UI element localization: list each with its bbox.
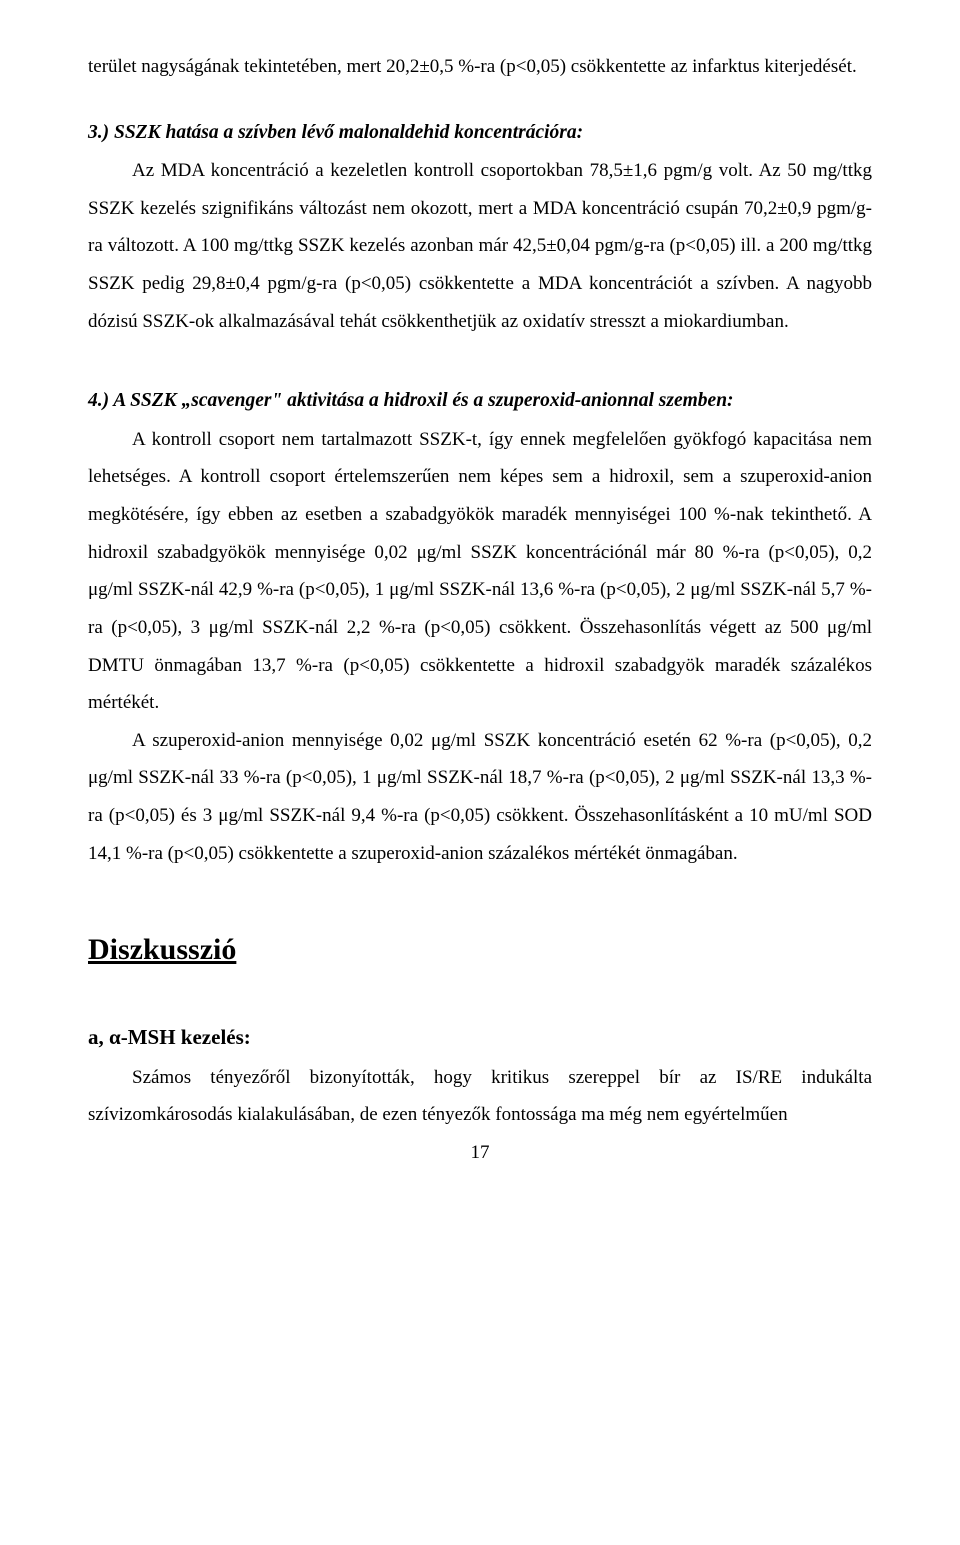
subsection-heading-msh: a, α-MSH kezelés:	[88, 1017, 872, 1059]
section-heading-3: 3.) SSZK hatása a szívben lévő malonalde…	[88, 114, 872, 153]
body-paragraph: Számos tényezőről bizonyították, hogy kr…	[88, 1059, 872, 1134]
section-heading-4: 4.) A SSZK „scavenger" aktivitása a hidr…	[88, 382, 872, 421]
body-paragraph: A kontroll csoport nem tartalmazott SSZK…	[88, 421, 872, 722]
page-number: 17	[88, 1142, 872, 1165]
body-paragraph: A szuperoxid-anion mennyisége 0,02 μg/ml…	[88, 722, 872, 872]
discussion-heading: Diszkusszió	[88, 930, 872, 969]
body-paragraph: terület nagyságának tekintetében, mert 2…	[88, 48, 872, 86]
body-paragraph: Az MDA koncentráció a kezeletlen kontrol…	[88, 152, 872, 340]
